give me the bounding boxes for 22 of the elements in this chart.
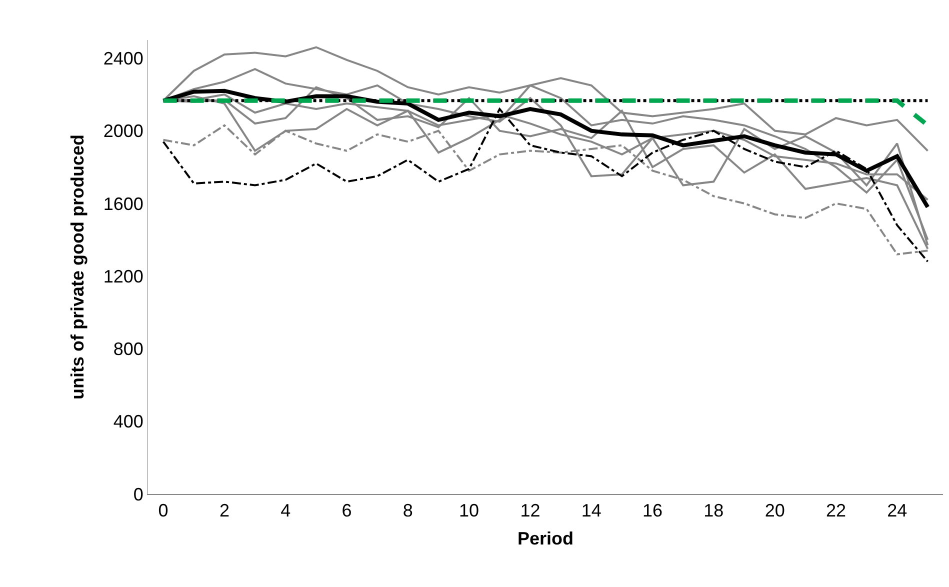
y-tick-label: 1600 <box>103 194 144 214</box>
x-tick-label: 12 <box>520 500 540 521</box>
x-tick-label: 6 <box>342 500 352 521</box>
x-tick-label: 8 <box>402 500 413 521</box>
x-tick-label: 10 <box>459 500 480 521</box>
y-tick-label: 400 <box>113 412 144 432</box>
x-tick-label: 16 <box>642 500 663 521</box>
x-axis-title: Period <box>517 528 574 549</box>
y-tick-label: 800 <box>113 339 144 360</box>
x-tick-label: 18 <box>704 500 724 521</box>
y-tick-label: 2400 <box>103 48 144 68</box>
x-tick-label: 22 <box>826 500 846 521</box>
x-tick-label: 14 <box>581 500 602 521</box>
x-tick-label: 20 <box>764 500 785 521</box>
y-tick-label: 0 <box>133 484 144 504</box>
y-tick-label: 2000 <box>103 121 144 142</box>
x-tick-label: 0 <box>158 500 168 521</box>
x-tick-label: 24 <box>887 500 908 521</box>
x-tick-label: 4 <box>280 500 291 521</box>
y-tick-label: 1200 <box>103 266 144 286</box>
x-tick-label: 2 <box>219 500 230 521</box>
y-axis-title: units of private good produced <box>68 134 88 400</box>
